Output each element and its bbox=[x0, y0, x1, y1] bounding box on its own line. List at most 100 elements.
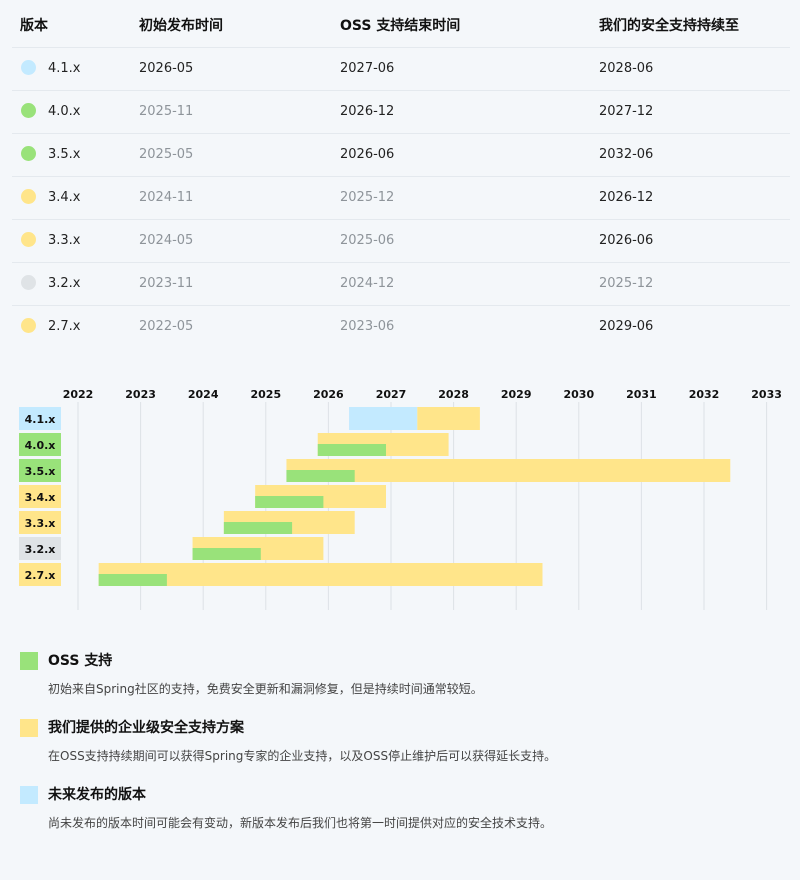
legend-title: 我们提供的企业级安全支持方案 bbox=[48, 720, 244, 736]
legend-swatch bbox=[20, 719, 38, 737]
oss-end-cell: 2025-06 bbox=[340, 233, 395, 248]
initial-release-cell: 2024-05 bbox=[139, 233, 194, 248]
version-cell: 3.3.x bbox=[48, 233, 81, 248]
x-tick-label: 2030 bbox=[563, 388, 594, 401]
legend-swatch bbox=[20, 786, 38, 804]
version-label: 3.5.x bbox=[25, 465, 56, 478]
version-label: 3.4.x bbox=[25, 491, 56, 504]
table-header: 版本 初始发布时间 OSS 支持结束时间 我们的安全支持持续至 bbox=[12, 0, 790, 48]
initial-release-cell: 2023-11 bbox=[139, 276, 194, 291]
version-table: 版本 初始发布时间 OSS 支持结束时间 我们的安全支持持续至 4.1.x 202… bbox=[12, 0, 790, 348]
oss-support-bar bbox=[317, 444, 386, 456]
initial-release-cell: 2026-05 bbox=[139, 61, 194, 76]
enterprise-end-cell: 2027-12 bbox=[599, 104, 654, 119]
x-tick-label: 2027 bbox=[376, 388, 407, 401]
oss-support-bar bbox=[255, 496, 324, 508]
table-row: 3.4.x 2024-11 2025-12 2026-12 bbox=[12, 177, 790, 220]
enterprise-support-bar bbox=[98, 563, 543, 586]
legend-description: 初始来自Spring社区的支持，免费安全更新和漏洞修复，但是持续时间通常较短。 bbox=[48, 682, 483, 696]
status-dot bbox=[21, 146, 36, 161]
version-label: 3.2.x bbox=[25, 543, 56, 556]
status-dot bbox=[21, 60, 36, 75]
legend-item: OSS 支持初始来自Spring社区的支持，免费安全更新和漏洞修复，但是持续时间… bbox=[20, 650, 780, 717]
status-dot bbox=[21, 103, 36, 118]
legend-description: 在OSS支持持续期间可以获得Spring专家的企业支持，以及OSS停止维护后可以… bbox=[48, 749, 557, 763]
version-label: 3.3.x bbox=[25, 517, 56, 530]
enterprise-end-cell: 2032-06 bbox=[599, 147, 654, 162]
oss-end-cell: 2026-12 bbox=[340, 104, 395, 119]
version-label: 4.1.x bbox=[25, 413, 56, 426]
table-row: 4.0.x 2025-11 2026-12 2027-12 bbox=[12, 91, 790, 134]
support-timeline-chart: 2022 2023 2024 2025 2026 2027 2028 2029 2030 2031… bbox=[0, 380, 800, 620]
enterprise-support-bar bbox=[417, 407, 480, 430]
oss-end-cell: 2025-12 bbox=[340, 190, 395, 205]
table-row: 3.5.x 2025-05 2026-06 2032-06 bbox=[12, 134, 790, 177]
version-label-box bbox=[19, 433, 61, 456]
legend-item: 未来发布的版本尚未发布的版本时间可能会有变动，新版本发布后我们也将第一时间提供对… bbox=[20, 784, 780, 851]
header-enterprise-end: 我们的安全支持持续至 bbox=[599, 18, 739, 34]
initial-release-cell: 2025-11 bbox=[139, 104, 194, 119]
legend-swatch bbox=[20, 652, 38, 670]
x-tick-label: 2026 bbox=[313, 388, 344, 401]
legend-item: 我们提供的企业级安全支持方案在OSS支持持续期间可以获得Spring专家的企业支… bbox=[20, 717, 780, 784]
enterprise-end-cell: 2025-12 bbox=[599, 276, 654, 291]
oss-end-cell: 2026-06 bbox=[340, 147, 395, 162]
version-cell: 3.5.x bbox=[48, 147, 81, 162]
version-label-box bbox=[19, 407, 61, 430]
oss-support-bar bbox=[98, 574, 167, 586]
version-cell: 4.0.x bbox=[48, 104, 81, 119]
x-tick-label: 2033 bbox=[751, 388, 782, 401]
x-tick-label: 2032 bbox=[689, 388, 720, 401]
x-tick-label: 2028 bbox=[438, 388, 469, 401]
version-cell: 3.2.x bbox=[48, 276, 81, 291]
version-cell: 3.4.x bbox=[48, 190, 81, 205]
status-dot bbox=[21, 275, 36, 290]
oss-end-cell: 2023-06 bbox=[340, 319, 395, 334]
table-row: 2.7.x 2022-05 2023-06 2029-06 bbox=[12, 306, 790, 348]
status-dot bbox=[21, 318, 36, 333]
table-body: 4.1.x 2026-05 2027-06 2028-06 4.0.x 2025-11 20… bbox=[12, 48, 790, 348]
table-row: 3.2.x 2023-11 2024-12 2025-12 bbox=[12, 263, 790, 306]
future-release-bar bbox=[349, 407, 418, 430]
version-label-box bbox=[19, 511, 61, 534]
version-label-box bbox=[19, 537, 61, 560]
initial-release-cell: 2025-05 bbox=[139, 147, 194, 162]
version-label: 4.0.x bbox=[25, 439, 56, 452]
enterprise-end-cell: 2029-06 bbox=[599, 319, 654, 334]
x-tick-label: 2031 bbox=[626, 388, 657, 401]
enterprise-end-cell: 2026-06 bbox=[599, 233, 654, 248]
legend-title: 未来发布的版本 bbox=[48, 787, 146, 803]
oss-support-bar bbox=[192, 548, 261, 560]
oss-end-cell: 2027-06 bbox=[340, 61, 395, 76]
initial-release-cell: 2022-05 bbox=[139, 319, 194, 334]
version-cell: 4.1.x bbox=[48, 61, 81, 76]
header-oss-end: OSS 支持结束时间 bbox=[340, 18, 461, 34]
x-tick-label: 2025 bbox=[250, 388, 281, 401]
legend-description: 尚未发布的版本时间可能会有变动，新版本发布后我们也将第一时间提供对应的安全技术支… bbox=[48, 816, 553, 830]
x-tick-label: 2024 bbox=[188, 388, 219, 401]
enterprise-end-cell: 2028-06 bbox=[599, 61, 654, 76]
status-dot bbox=[21, 189, 36, 204]
header-version: 版本 bbox=[20, 18, 48, 34]
table-row: 3.3.x 2024-05 2025-06 2026-06 bbox=[12, 220, 790, 263]
status-dot bbox=[21, 232, 36, 247]
enterprise-support-bar bbox=[286, 459, 731, 482]
oss-end-cell: 2024-12 bbox=[340, 276, 395, 291]
oss-support-bar bbox=[286, 470, 355, 482]
version-label-box bbox=[19, 459, 61, 482]
enterprise-end-cell: 2026-12 bbox=[599, 190, 654, 205]
x-tick-label: 2023 bbox=[125, 388, 156, 401]
legend: OSS 支持初始来自Spring社区的支持，免费安全更新和漏洞修复，但是持续时间… bbox=[20, 650, 780, 851]
legend-title: OSS 支持 bbox=[48, 653, 113, 669]
version-label-box bbox=[19, 563, 61, 586]
x-tick-label: 2029 bbox=[501, 388, 532, 401]
oss-support-bar bbox=[223, 522, 293, 534]
version-cell: 2.7.x bbox=[48, 319, 81, 334]
version-label-box bbox=[19, 485, 61, 508]
header-initial-release: 初始发布时间 bbox=[139, 18, 223, 34]
table-row: 4.1.x 2026-05 2027-06 2028-06 bbox=[12, 48, 790, 91]
initial-release-cell: 2024-11 bbox=[139, 190, 194, 205]
version-label: 2.7.x bbox=[25, 569, 56, 582]
x-tick-label: 2022 bbox=[63, 388, 94, 401]
timeline-svg: 2022 2023 2024 2025 2026 2027 2028 2029 2030 2031… bbox=[19, 388, 782, 610]
